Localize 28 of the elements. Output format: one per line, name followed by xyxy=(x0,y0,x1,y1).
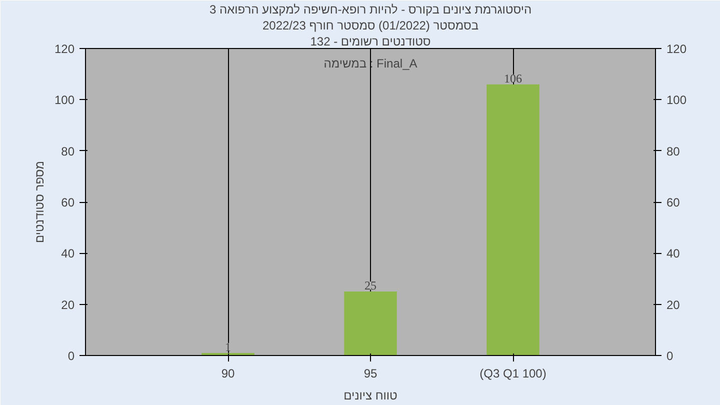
y-axis-title: מספר סטודנטים xyxy=(32,160,46,244)
x-axis-title: טווח ציונים xyxy=(344,388,398,402)
y2-tick-label: 40 xyxy=(666,246,680,261)
y-tick-label: 20 xyxy=(61,298,75,312)
data-label: 1 xyxy=(225,340,231,354)
annotation: במשימה : Final_A xyxy=(324,56,418,70)
y-tick-label: 60 xyxy=(61,196,75,210)
chart-title: היסטוגרמת ציונים בקורס - להיות רופא-חשיפה למקצוע הרפואה 3 xyxy=(209,2,532,16)
bar xyxy=(486,84,540,356)
x-tick-label: 95 xyxy=(364,366,378,380)
x-tick-label: 90 xyxy=(221,366,235,380)
y2-tick-label: 100 xyxy=(666,93,687,108)
y2-tick-label: 20 xyxy=(666,298,680,312)
y2-tick-label: 120 xyxy=(666,42,687,56)
y-tick-label: 40 xyxy=(61,246,75,261)
y-tick-label: 100 xyxy=(54,93,75,108)
data-label: 106 xyxy=(504,71,522,86)
bar xyxy=(344,292,397,356)
y2-tick-label: 0 xyxy=(666,349,674,363)
y2-tick-label: 80 xyxy=(666,144,680,158)
data-label: 25 xyxy=(364,278,376,293)
chart-subtitle: בסמסטר (01/2022) סמסטר חורף 2022/23 xyxy=(262,18,479,32)
x-tick-label: (Q3 Q1 100) xyxy=(480,366,546,380)
y2-tick-label: 60 xyxy=(666,196,680,210)
y-tick-label: 120 xyxy=(54,42,75,56)
annotation: סטודנטים רשומים - 132 xyxy=(310,34,431,48)
y-tick-label: 0 xyxy=(68,349,75,363)
y-tick-label: 80 xyxy=(61,144,75,158)
